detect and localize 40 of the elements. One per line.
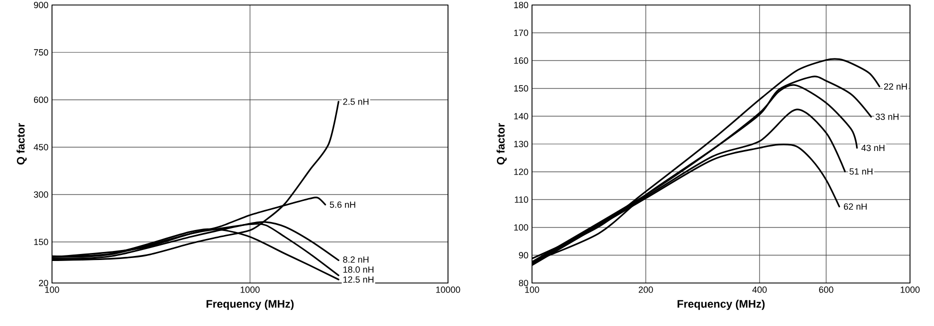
y-tick-label: 300 — [34, 191, 48, 198]
series-label: 43 nH — [861, 144, 884, 152]
y-tick-label: 90 — [518, 252, 528, 258]
y-tick-label: 80 — [518, 280, 528, 286]
x-tick-label: 10000 — [436, 286, 460, 293]
series-label: 5.6 nH — [330, 201, 356, 208]
y-tick-label: 180 — [514, 2, 528, 8]
x-tick-label: 1000 — [240, 286, 260, 293]
series-label: 18.0 nH — [343, 266, 374, 273]
x-axis-title: Frequency (MHz) — [678, 300, 765, 310]
y-tick-label: 110 — [514, 196, 528, 203]
y-tick-label: 20 — [38, 280, 48, 286]
y-tick-label: 140 — [514, 113, 528, 120]
x-tick-label: 100 — [525, 286, 540, 293]
y-tick-label: 900 — [34, 2, 48, 8]
y-tick-label: 170 — [514, 30, 528, 36]
y-tick-label: 450 — [34, 144, 48, 150]
x-tick-label: 200 — [638, 286, 653, 293]
series-label: 12.5 nH — [343, 276, 374, 283]
y-tick-label: 600 — [34, 96, 48, 103]
series-label: 8.2 nH — [343, 256, 368, 263]
series-label: 62 nH — [844, 203, 867, 210]
x-tick-label: 1000 — [900, 286, 920, 293]
x-axis-title: Frequency (MHz) — [206, 300, 294, 310]
series-label: 33 nH — [876, 114, 898, 120]
x-tick-label: 100 — [45, 286, 60, 293]
y-tick-label: 750 — [34, 49, 48, 56]
series-label: 51 nH — [850, 168, 872, 175]
x-tick-label: 600 — [819, 286, 834, 293]
y-tick-label: 130 — [514, 140, 528, 148]
y-tick-label: 120 — [514, 168, 528, 175]
y-tick-label: 160 — [514, 57, 528, 64]
series-label: 22 nH — [884, 83, 907, 90]
y-axis-title: Q factor — [496, 123, 507, 165]
y-axis-title: Q factor — [16, 123, 27, 165]
x-tick-label: 400 — [752, 286, 767, 293]
y-tick-label: 150 — [34, 238, 48, 246]
y-tick-label: 150 — [514, 85, 528, 92]
y-tick-label: 100 — [514, 224, 528, 231]
series-label: 2.5 nH — [343, 98, 368, 105]
